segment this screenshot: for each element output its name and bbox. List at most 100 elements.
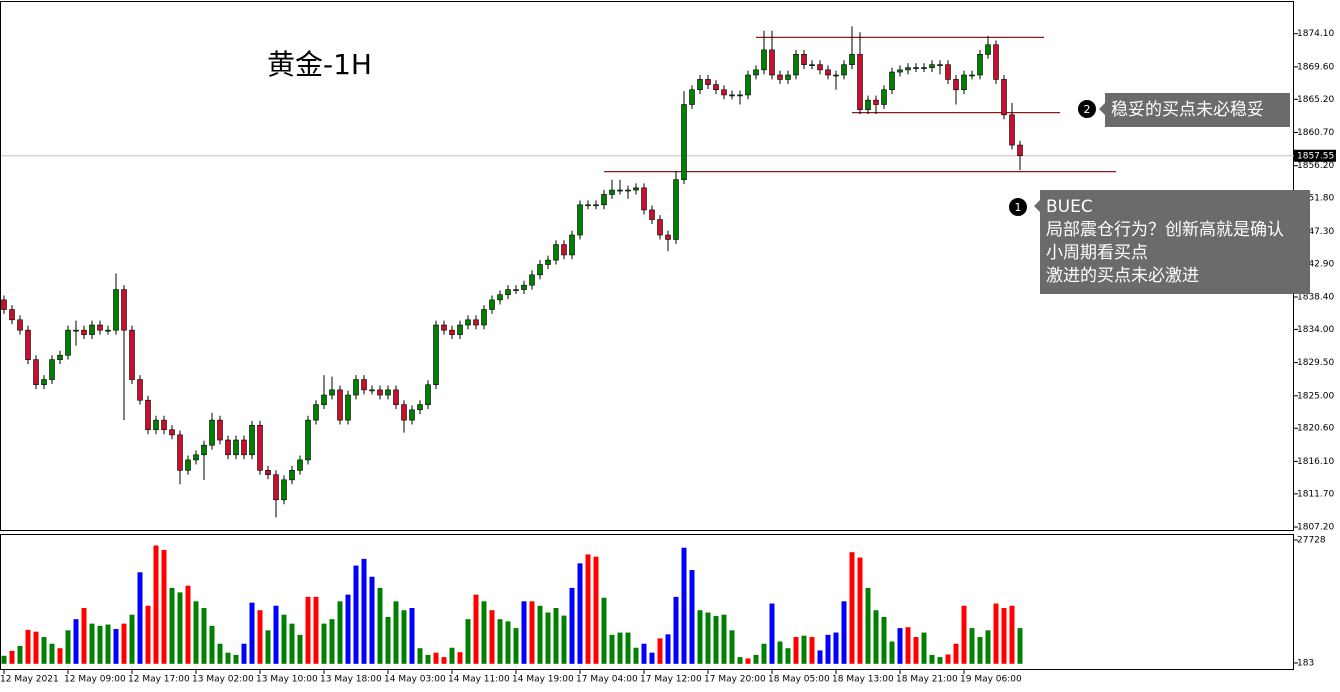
y-tick-label: 1874.10 [1297, 29, 1334, 39]
volume-bar [81, 608, 87, 664]
candle-body [281, 479, 287, 501]
volume-bar [65, 630, 71, 664]
volume-bar [225, 652, 231, 664]
candle-body [753, 69, 759, 76]
volume-bar [481, 601, 487, 664]
candle-body [745, 74, 751, 96]
candle-body [593, 204, 599, 207]
candle-body [681, 104, 687, 181]
candle-body [625, 189, 631, 192]
volume-bar [33, 631, 39, 664]
candle-body [521, 284, 527, 290]
candle-body [721, 89, 727, 96]
volume-bar [105, 624, 111, 664]
candle-body [73, 329, 79, 332]
annotation-number: 2 [1084, 103, 1091, 116]
volume-bar [321, 623, 327, 664]
volume-bar [401, 610, 407, 664]
x-tick-label: 17 May 12:00 [640, 675, 702, 685]
annotation-text: BUEC [1046, 197, 1093, 217]
volume-bar [889, 641, 895, 664]
volume-bar [529, 601, 535, 664]
volume-bar [17, 645, 23, 664]
candle-body [985, 44, 991, 55]
candle-body [993, 44, 999, 80]
volume-bar [881, 616, 887, 664]
volume-bar [969, 628, 975, 664]
current-price-box [1294, 149, 1336, 162]
candle-body [817, 64, 823, 71]
candle-body [265, 469, 271, 475]
candle-body [377, 389, 383, 396]
candle-body [633, 187, 639, 191]
candle-body [209, 419, 215, 446]
candle-body [113, 289, 119, 331]
volume-bar [113, 628, 119, 664]
annotation-badge [1078, 100, 1096, 118]
volume-bar [425, 654, 431, 664]
volume-tick-label: 183 [1297, 659, 1314, 669]
candle-body [129, 329, 135, 380]
volume-bar [737, 657, 743, 664]
y-tick-label: 1807.20 [1297, 523, 1334, 533]
volume-bar [721, 614, 727, 664]
candle-body [497, 294, 503, 301]
volume-bar [769, 603, 775, 664]
y-tick-label: 1851.80 [1297, 194, 1334, 204]
candle-body [761, 49, 767, 71]
volume-bar [1009, 605, 1015, 664]
volume-bar [745, 658, 751, 664]
candle-body [889, 71, 895, 91]
candle-body [537, 264, 543, 276]
volume-bar [489, 610, 495, 664]
volume-bar [825, 634, 831, 664]
candle-body [897, 69, 903, 73]
volume-bar [617, 632, 623, 664]
annotation-badge [1009, 198, 1027, 216]
volume-bar [905, 627, 911, 664]
candle-body [161, 419, 167, 431]
candle-body [1009, 114, 1015, 146]
volume-bar [137, 572, 143, 664]
y-tick-label: 1829.50 [1297, 358, 1334, 368]
volume-bar [497, 619, 503, 664]
volume-bar [561, 615, 567, 664]
candle-body [385, 389, 391, 396]
candle-body [737, 94, 743, 97]
volume-bar [305, 596, 311, 664]
volume-bar [689, 570, 695, 664]
volume-bar [521, 601, 527, 664]
candle-body [849, 54, 855, 65]
x-tick-label: 14 May 19:00 [512, 675, 574, 685]
volume-bar [545, 612, 551, 664]
candle-body [81, 329, 87, 335]
volume-bar [505, 621, 511, 664]
candle-body [657, 219, 663, 236]
candle-body [25, 329, 31, 360]
candle-body [841, 64, 847, 76]
volume-bar [937, 657, 943, 664]
volume-bar [1017, 628, 1023, 664]
volume-bar [857, 557, 863, 664]
candle-body [513, 289, 519, 291]
volume-bar [209, 625, 215, 664]
candle-body [33, 359, 39, 386]
volume-bar [441, 657, 447, 664]
annotation-text: 激进的买点未必激进 [1046, 266, 1199, 286]
y-tick-label: 1856.20 [1297, 161, 1334, 171]
candle-body [713, 84, 719, 91]
candle-body [297, 459, 303, 471]
volume-bar [177, 592, 183, 664]
candle-body [329, 389, 335, 396]
candle-body [457, 324, 463, 335]
volume-bar [249, 602, 255, 664]
candle-body [417, 404, 423, 411]
volume-bar [41, 637, 47, 664]
x-tick-label: 14 May 11:00 [448, 675, 510, 685]
candle-body [105, 329, 111, 332]
candle-body [937, 64, 943, 66]
volume-bar [297, 634, 303, 664]
volume-bar [865, 587, 871, 664]
volume-bar [217, 643, 223, 664]
candle-body [585, 204, 591, 207]
